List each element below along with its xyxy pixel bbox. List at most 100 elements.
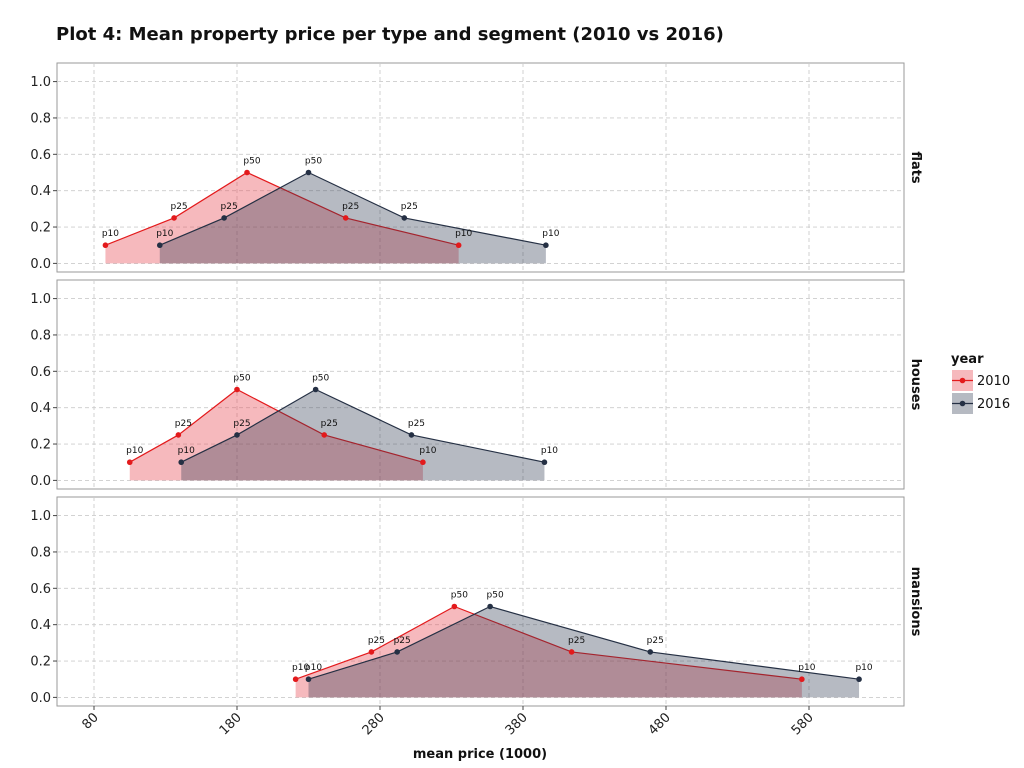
y-tick-label: 0.8 xyxy=(30,328,51,343)
point-label-2016: p25 xyxy=(394,636,411,646)
panel-houses: 0.0 0.2 0.4 0.6 0.8 1.0 p10 p25 p50 p25 p10 p10 p25 p… xyxy=(30,279,923,490)
x-tick-label: 80 xyxy=(80,710,102,732)
point-2016-p50 xyxy=(312,386,319,393)
point-label-2016: p10 xyxy=(541,446,558,456)
point-label-2010: p10 xyxy=(419,446,436,456)
area-houses-2016 xyxy=(181,389,545,481)
point-label-2010: p10 xyxy=(102,229,119,239)
point-2010-p10 xyxy=(102,242,109,249)
y-tick-label: 0.6 xyxy=(30,582,51,597)
legend-item-2016: 2016 xyxy=(952,393,1010,414)
point-label-2010: p50 xyxy=(451,590,468,600)
y-tick-label: 1.0 xyxy=(30,292,51,307)
point-label-2016: p25 xyxy=(233,419,250,429)
point-label-2016: p25 xyxy=(221,202,238,212)
legend-label: 2016 xyxy=(977,397,1010,412)
facet-label-mansions: mansions xyxy=(908,567,923,637)
y-tick-label: 0.6 xyxy=(30,148,51,163)
point-label-2016: p25 xyxy=(408,419,425,429)
area-mansions-2016 xyxy=(308,606,860,698)
point-label-2016: p10 xyxy=(178,446,195,456)
y-tick-label: 0.0 xyxy=(30,691,51,706)
point-2016-p10 xyxy=(305,676,312,683)
legend-marker xyxy=(959,400,966,407)
point-label-2010: p25 xyxy=(170,202,187,212)
point-2016-p25 xyxy=(408,432,415,438)
y-tick-label: 0.2 xyxy=(30,655,51,670)
point-2016-p25 xyxy=(647,649,654,655)
y-tick-label: 0.8 xyxy=(30,545,51,560)
point-2016-p10 xyxy=(543,242,549,249)
y-tick-label: 0.8 xyxy=(30,111,51,126)
y-tick-label: 0.4 xyxy=(30,401,51,416)
panel-mansions: 0.0 0.2 0.4 0.6 0.8 1.0 p10 p25 p50 p25 p10 p10 p25 p… xyxy=(30,496,923,707)
point-label-2010: p25 xyxy=(175,419,192,429)
point-2010-p10 xyxy=(455,242,462,249)
y-tick-label: 0.4 xyxy=(30,184,51,199)
point-label-2016: p10 xyxy=(156,229,173,239)
panel-frame xyxy=(56,62,905,273)
point-2010-p25 xyxy=(321,432,328,438)
area-flats-2010 xyxy=(105,172,459,264)
point-label-2010: p25 xyxy=(368,636,385,646)
point-2016-p10 xyxy=(541,459,548,466)
y-tick-label: 0.6 xyxy=(30,365,51,380)
point-2010-p25 xyxy=(175,432,182,438)
legend-marker xyxy=(959,377,966,384)
facet-label-houses: houses xyxy=(908,359,923,411)
point-label-2010: p10 xyxy=(455,229,472,239)
x-tick-label: 380 xyxy=(503,710,531,738)
point-2016-p10 xyxy=(178,459,185,466)
point-2010-p25 xyxy=(368,649,375,655)
x-tick-label: 180 xyxy=(217,710,245,738)
point-label-2010: p25 xyxy=(321,419,338,429)
point-2010-p10 xyxy=(420,459,426,466)
point-label-2016: p25 xyxy=(401,202,418,212)
point-2016-p25 xyxy=(221,215,227,221)
point-label-2010: p10 xyxy=(126,446,143,456)
point-label-2016: p10 xyxy=(855,663,872,673)
chart-title: Plot 4: Mean property price per type and… xyxy=(56,24,724,45)
point-2016-p25 xyxy=(394,649,400,655)
point-label-2010: p25 xyxy=(568,636,585,646)
point-2010-p10 xyxy=(126,459,133,466)
point-label-2010: p25 xyxy=(342,202,359,212)
y-tick-label: 1.0 xyxy=(30,509,51,524)
point-label-2010: p50 xyxy=(243,156,260,166)
point-2016-p25 xyxy=(401,215,408,221)
y-tick-label: 0.0 xyxy=(30,474,51,489)
legend-label: 2010 xyxy=(977,374,1010,389)
x-axis-title: mean price (1000) xyxy=(413,747,547,762)
y-tick-label: 1.0 xyxy=(30,75,51,90)
y-tick-label: 0.4 xyxy=(30,618,51,633)
point-label-2016: p50 xyxy=(305,156,322,166)
legend: year 2010 2016 xyxy=(951,352,1010,414)
area-houses-2010 xyxy=(129,389,423,481)
point-2010-p10 xyxy=(292,676,299,683)
area-mansions-2010 xyxy=(295,606,802,698)
point-2010-p25 xyxy=(342,215,349,221)
point-2016-p10 xyxy=(856,676,862,683)
point-2010-p25 xyxy=(171,215,177,221)
point-2010-p50 xyxy=(451,603,458,610)
legend-item-2010: 2010 xyxy=(952,370,1010,391)
point-label-2016: p10 xyxy=(542,229,559,239)
point-label-2016: p25 xyxy=(647,636,664,646)
point-2010-p50 xyxy=(244,169,250,176)
point-label-2016: p50 xyxy=(312,373,329,383)
point-label-2010: p10 xyxy=(292,663,309,673)
y-tick-label: 0.2 xyxy=(30,221,51,236)
y-tick-label: 0.2 xyxy=(30,438,51,453)
x-axis: 80 180 280 380 480 580 xyxy=(80,706,817,738)
facet-label-flats: flats xyxy=(908,151,923,184)
point-2016-p25 xyxy=(234,432,240,438)
point-2010-p25 xyxy=(568,649,575,655)
legend-title: year xyxy=(951,352,984,367)
point-label-2016: p50 xyxy=(487,590,504,600)
point-label-2010: p10 xyxy=(798,663,815,673)
point-2016-p10 xyxy=(156,242,163,249)
point-2016-p50 xyxy=(305,169,312,176)
panel-flats: 0.0 0.2 0.4 0.6 0.8 1.0 p10 p25 p50 p25 p10 p10 p25 p… xyxy=(30,62,923,273)
y-tick-label: 0.0 xyxy=(30,257,51,272)
